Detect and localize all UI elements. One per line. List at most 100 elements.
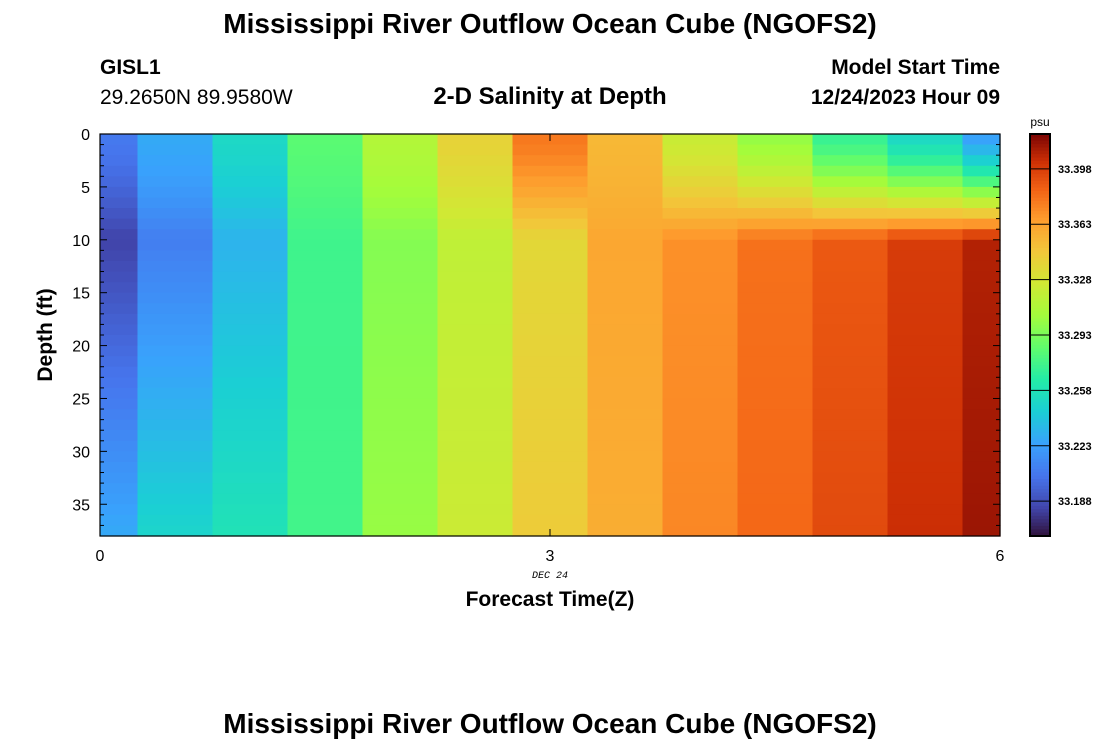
heatmap-cell <box>437 144 514 156</box>
heatmap-cell <box>587 451 664 463</box>
heatmap-cell <box>437 335 514 347</box>
heatmap-cell <box>587 525 664 537</box>
heatmap-cell <box>137 419 214 431</box>
heatmap-cell <box>587 186 664 199</box>
heatmap-cell <box>287 324 364 336</box>
heatmap-cell <box>512 451 589 463</box>
heatmap-cell <box>962 176 1001 188</box>
heatmap-cell <box>437 356 514 368</box>
colorbar-segment <box>1030 435 1050 440</box>
heatmap-cell <box>737 398 814 410</box>
heatmap-cell <box>137 303 214 315</box>
heatmap-cell <box>512 208 589 220</box>
colorbar-segment <box>1030 157 1050 162</box>
heatmap-cell <box>662 356 739 368</box>
heatmap-cell <box>812 239 889 251</box>
heatmap-cell <box>100 461 139 474</box>
heatmap-cell <box>362 282 439 294</box>
colorbar-segment <box>1030 381 1050 386</box>
heatmap-cell <box>137 165 214 177</box>
heatmap-cell <box>587 155 664 167</box>
heatmap-cell <box>437 504 514 516</box>
heatmap-cell <box>212 271 289 283</box>
chart-title: Mississippi River Outflow Ocean Cube (NG… <box>223 8 877 39</box>
heatmap-cell <box>137 483 214 495</box>
heatmap-cell <box>662 313 739 326</box>
heatmap-cell <box>137 218 214 230</box>
heatmap-cell <box>587 430 664 442</box>
heatmap-cell <box>212 239 289 251</box>
heatmap-cell <box>212 525 289 537</box>
heatmap-cell <box>737 218 814 230</box>
colorbar-segment <box>1030 482 1050 487</box>
heatmap-cell <box>737 440 814 452</box>
y-tick-label: 25 <box>72 391 90 408</box>
colorbar-segment <box>1030 291 1050 296</box>
heatmap-cell <box>212 409 289 421</box>
colorbar-segment <box>1030 361 1050 366</box>
heatmap-cell <box>362 345 439 357</box>
heatmap-cell <box>362 260 439 273</box>
heatmap-cell <box>287 366 364 378</box>
heatmap-cell <box>137 440 214 452</box>
heatmap-cell <box>587 419 664 431</box>
colorbar-segment <box>1030 505 1050 510</box>
heatmap-cell <box>212 377 289 389</box>
heatmap-cell <box>812 483 889 495</box>
heatmap-cell <box>737 144 814 156</box>
heatmap-cell <box>887 409 964 421</box>
heatmap-cell <box>512 377 589 389</box>
heatmap-cell <box>812 451 889 463</box>
heatmap-cell <box>287 335 364 347</box>
heatmap-cell <box>137 366 214 378</box>
heatmap-cell <box>587 377 664 389</box>
heatmap-cell <box>962 345 1001 357</box>
heatmap-cell <box>137 271 214 283</box>
heatmap-cell <box>100 313 139 326</box>
heatmap-cell <box>362 419 439 431</box>
colorbar-segment <box>1030 197 1050 202</box>
colorbar-tick-label: 33.398 <box>1058 164 1092 176</box>
heatmap-cell <box>212 186 289 199</box>
heatmap-cell <box>100 218 139 230</box>
heatmap-cell <box>812 514 889 527</box>
colorbar-segment <box>1030 465 1050 470</box>
heatmap-cell <box>287 398 364 410</box>
heatmap-cell <box>512 176 589 188</box>
heatmap-cell <box>100 387 139 400</box>
colorbar-segment <box>1030 294 1050 299</box>
heatmap-cell <box>962 324 1001 336</box>
heatmap-cell <box>212 419 289 431</box>
heatmap-cell <box>287 483 364 495</box>
colorbar-segment <box>1030 385 1050 390</box>
heatmap-cell <box>662 398 739 410</box>
colorbar-segment <box>1030 442 1050 447</box>
heatmap-cell <box>887 282 964 294</box>
heatmap-cell <box>737 419 814 431</box>
heatmap-cell <box>512 197 589 209</box>
heatmap-cell <box>212 461 289 474</box>
heatmap-cell <box>812 324 889 336</box>
heatmap-cell <box>362 218 439 230</box>
heatmap-cell <box>887 176 964 188</box>
heatmap-cell <box>137 282 214 294</box>
heatmap-cell <box>887 504 964 516</box>
heatmap-cell <box>137 345 214 357</box>
heatmap-cell <box>362 356 439 368</box>
heatmap-cell <box>212 345 289 357</box>
heatmap-cell <box>737 303 814 315</box>
heatmap-cell <box>362 377 439 389</box>
heatmap-cell <box>737 282 814 294</box>
heatmap-cell <box>812 313 889 326</box>
heatmap-cell <box>737 356 814 368</box>
colorbar-segment <box>1030 254 1050 259</box>
heatmap-cell <box>962 313 1001 326</box>
colorbar-segment <box>1030 472 1050 477</box>
heatmap-cell <box>512 493 589 505</box>
station-coordinates: 29.2650N 89.9580W <box>100 86 293 109</box>
heatmap-cell <box>437 493 514 505</box>
heatmap-cell <box>512 239 589 251</box>
heatmap-cell <box>362 313 439 326</box>
x-tick-label: 0 <box>96 548 105 565</box>
colorbar-segment <box>1030 428 1050 433</box>
